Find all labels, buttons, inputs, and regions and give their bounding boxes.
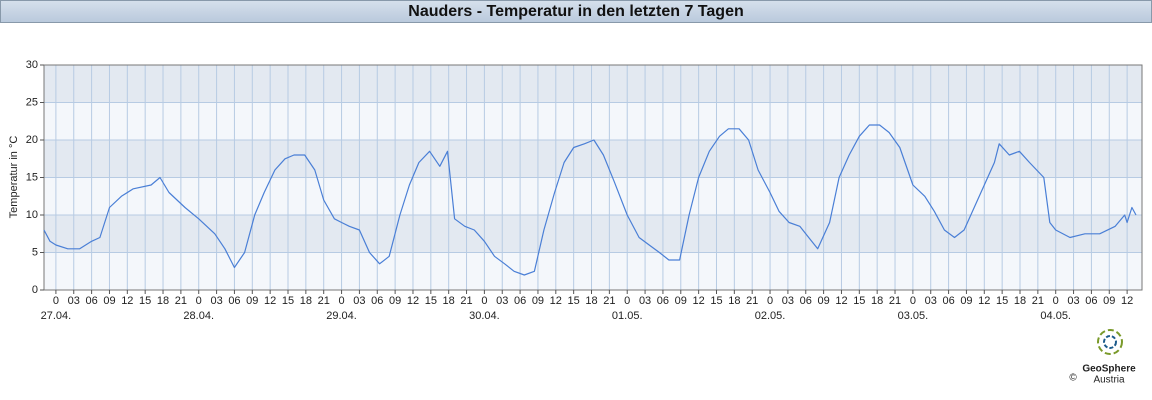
logo-name: GeoSphere (1082, 364, 1136, 375)
x-tick-label: 0 (910, 295, 916, 307)
x-tick-label: 03 (782, 295, 794, 307)
x-tick-label: 0 (338, 295, 344, 307)
x-tick-label: 12 (550, 295, 562, 307)
x-tick-label: 15 (568, 295, 580, 307)
x-tick-label: 12 (407, 295, 419, 307)
y-tick-label: 15 (26, 171, 38, 183)
x-tick-label: 09 (389, 295, 401, 307)
x-tick-label: 06 (657, 295, 669, 307)
x-tick-label: 15 (139, 295, 151, 307)
x-tick-label: 18 (300, 295, 312, 307)
y-tick-label: 5 (32, 246, 38, 258)
x-tick-label: 06 (514, 295, 526, 307)
x-tick-label: 21 (318, 295, 330, 307)
x-tick-label: 0 (53, 295, 59, 307)
y-axis-label: Temperatur in °C (8, 136, 20, 219)
date-label: 02.05. (755, 310, 786, 322)
date-label: 29.04. (326, 310, 357, 322)
logo-mark (1103, 335, 1117, 349)
x-tick-label: 0 (196, 295, 202, 307)
logo: GeoSphere Austria © (1069, 329, 1136, 386)
x-tick-label: 09 (960, 295, 972, 307)
y-tick-label: 30 (26, 59, 38, 71)
band (44, 65, 1142, 103)
chart-title: Nauders - Temperatur in den letzten 7 Ta… (408, 3, 743, 20)
x-tick-label: 06 (1085, 295, 1097, 307)
copyright: © (1069, 373, 1077, 384)
x-tick-label: 03 (639, 295, 651, 307)
x-tick-label: 09 (1103, 295, 1115, 307)
x-tick-label: 03 (496, 295, 508, 307)
date-label: 01.05. (612, 310, 643, 322)
band (44, 140, 1142, 178)
date-label: 04.05. (1040, 310, 1071, 322)
band (44, 177, 1142, 215)
x-tick-label: 18 (1014, 295, 1026, 307)
x-tick-label: 21 (460, 295, 472, 307)
y-tick-label: 0 (32, 284, 38, 296)
x-tick-label: 09 (675, 295, 687, 307)
date-label: 03.05. (898, 310, 929, 322)
x-tick-label: 21 (746, 295, 758, 307)
x-tick-label: 09 (103, 295, 115, 307)
logo-sub: Austria (1093, 375, 1125, 386)
band (44, 215, 1142, 253)
x-tick-label: 0 (481, 295, 487, 307)
x-tick-label: 03 (353, 295, 365, 307)
x-tick-label: 15 (282, 295, 294, 307)
x-tick-label: 18 (443, 295, 455, 307)
x-tick-label: 18 (871, 295, 883, 307)
x-tick-label: 0 (1053, 295, 1059, 307)
x-tick-label: 03 (210, 295, 222, 307)
x-tick-label: 21 (603, 295, 615, 307)
x-tick-label: 06 (371, 295, 383, 307)
x-tick-label: 0 (624, 295, 630, 307)
x-tick-label: 06 (228, 295, 240, 307)
band (44, 102, 1142, 140)
date-label: 28.04. (183, 310, 214, 322)
x-tick-label: 15 (853, 295, 865, 307)
x-tick-label: 03 (68, 295, 80, 307)
logo-mark (1097, 329, 1123, 355)
x-tick-label: 0 (767, 295, 773, 307)
y-tick-label: 25 (26, 96, 38, 108)
x-tick-label: 12 (835, 295, 847, 307)
temperature-line (43, 124, 1137, 276)
date-label: 30.04. (469, 310, 500, 322)
x-tick-label: 09 (817, 295, 829, 307)
x-tick-label: 12 (693, 295, 705, 307)
x-tick-label: 12 (121, 295, 133, 307)
x-tick-label: 18 (585, 295, 597, 307)
y-tick-label: 20 (26, 134, 38, 146)
band (44, 252, 1142, 290)
x-tick-label: 15 (425, 295, 437, 307)
x-tick-label: 15 (710, 295, 722, 307)
x-tick-label: 03 (925, 295, 937, 307)
x-tick-label: 18 (157, 295, 169, 307)
x-tick-label: 12 (978, 295, 990, 307)
x-tick-label: 15 (996, 295, 1008, 307)
y-tick-label: 10 (26, 209, 38, 221)
x-tick-label: 21 (1032, 295, 1044, 307)
x-tick-label: 12 (264, 295, 276, 307)
x-tick-label: 21 (175, 295, 187, 307)
x-tick-label: 06 (942, 295, 954, 307)
x-tick-label: 09 (532, 295, 544, 307)
x-tick-label: 03 (1067, 295, 1079, 307)
x-tick-label: 06 (85, 295, 97, 307)
x-tick-label: 12 (1121, 295, 1133, 307)
x-tick-label: 09 (246, 295, 258, 307)
x-tick-label: 21 (889, 295, 901, 307)
x-tick-label: 18 (728, 295, 740, 307)
x-tick-label: 06 (800, 295, 812, 307)
date-label: 27.04. (41, 310, 72, 322)
